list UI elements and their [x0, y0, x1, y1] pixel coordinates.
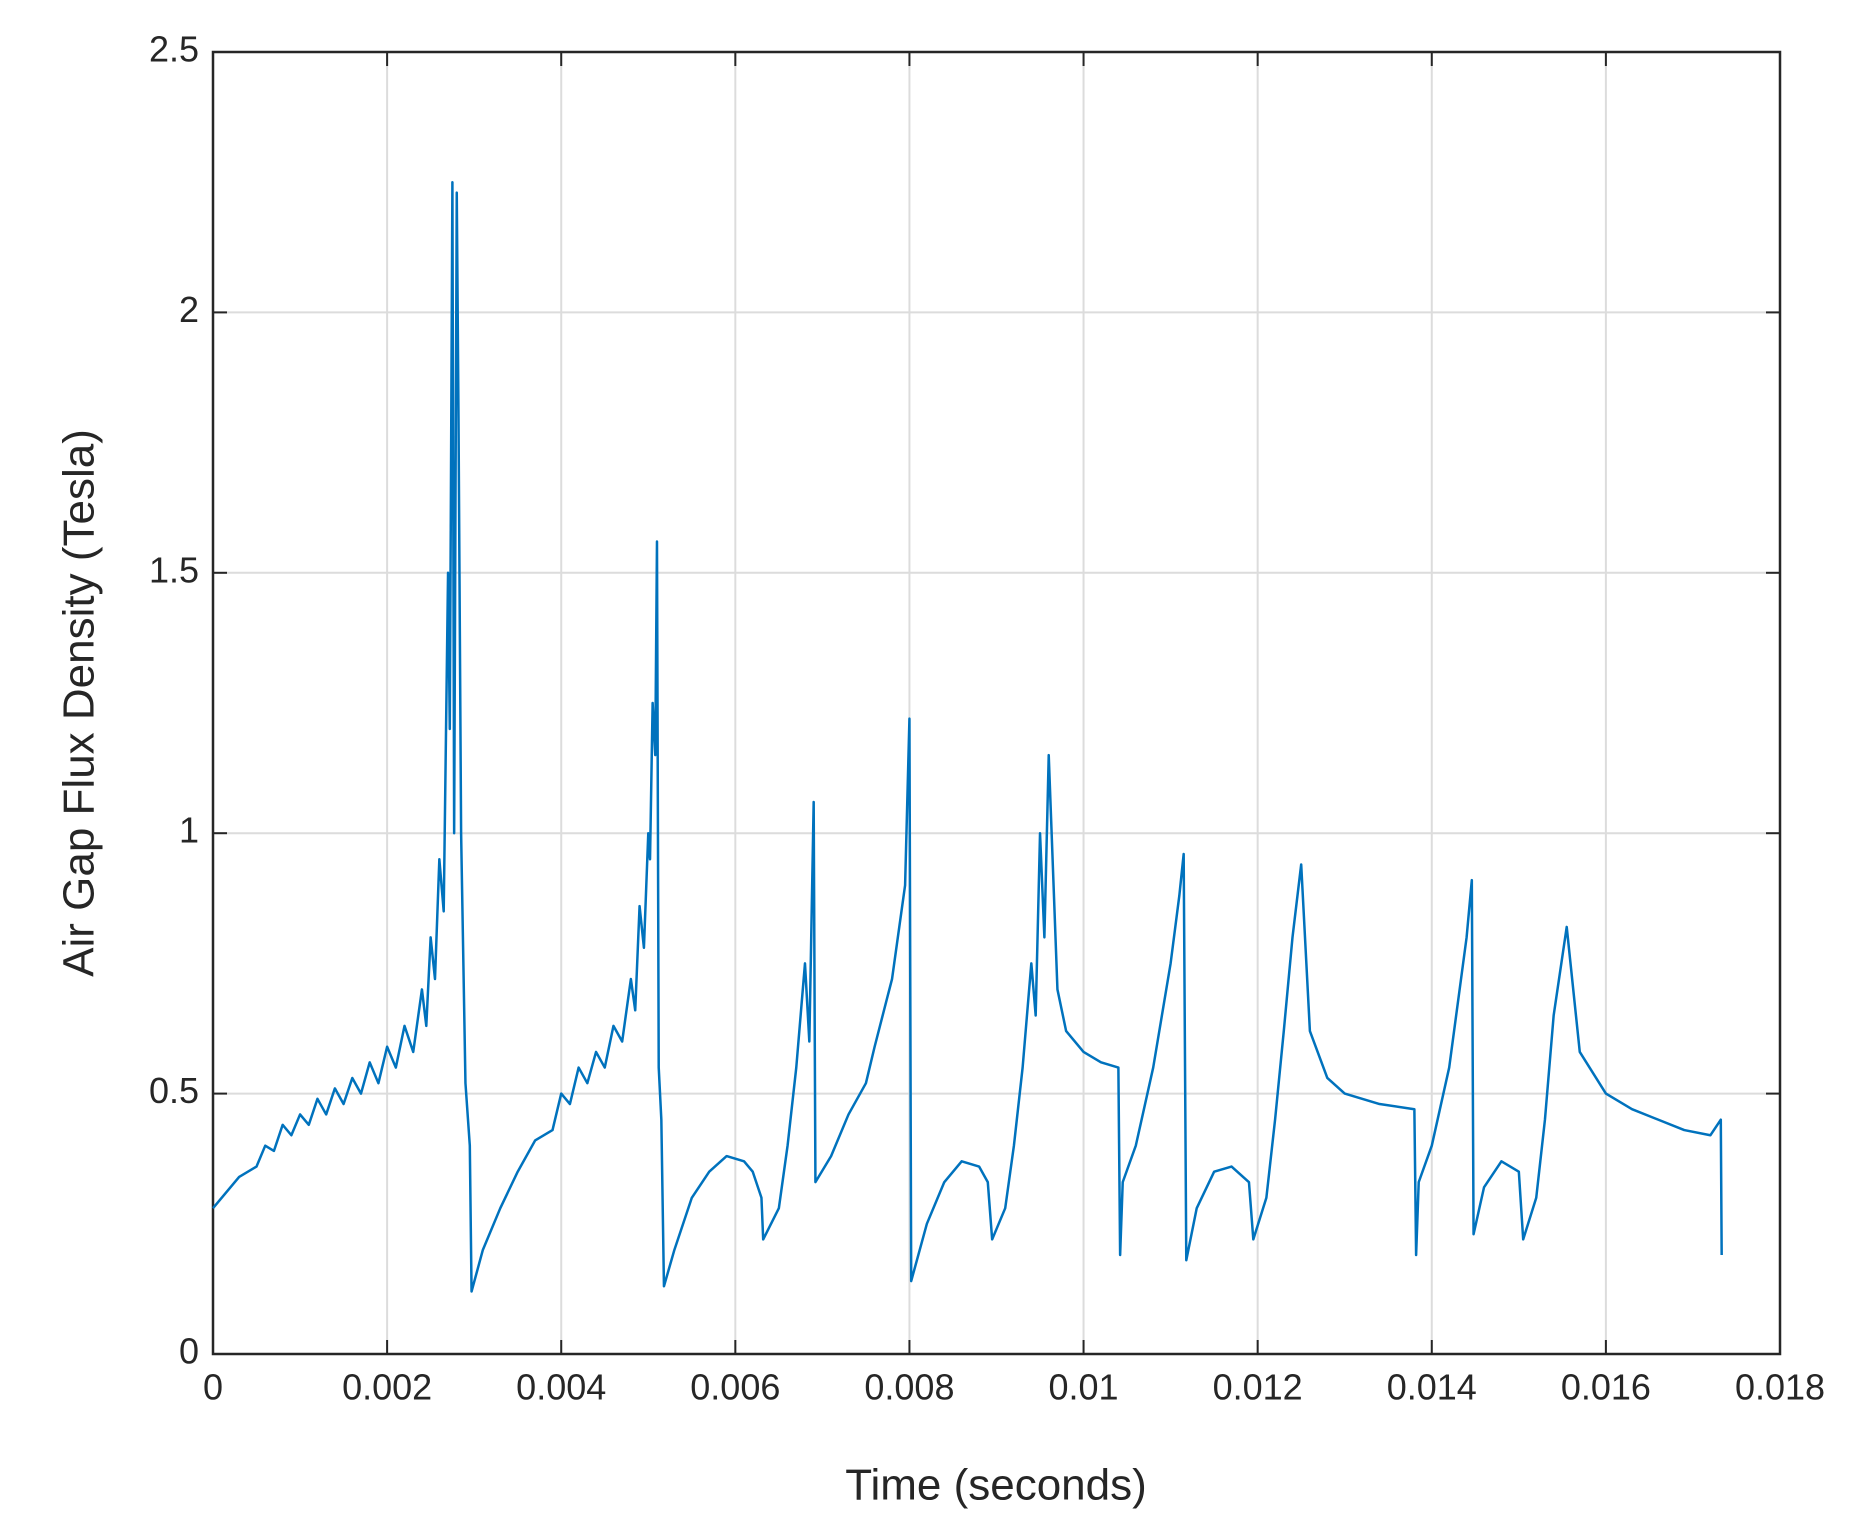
plot-frame [211, 50, 1782, 1356]
data-line [212, 180, 1723, 1293]
x-tick-label: 0.014 [1387, 1367, 1477, 1408]
y-tick-label: 1.5 [149, 549, 199, 590]
y-axis-label: Air Gap Flux Density (Tesla) [55, 429, 104, 977]
x-axis-label: Time (seconds) [845, 1461, 1147, 1510]
y-tick-label: 2 [179, 289, 199, 330]
x-tick-label: 0 [203, 1367, 223, 1408]
y-tick-label: 0.5 [149, 1070, 199, 1111]
y-tick-label: 2.5 [149, 29, 199, 70]
y-tick-label: 0 [179, 1331, 199, 1372]
x-tick-label: 0.008 [864, 1367, 954, 1408]
x-tick-label: 0.012 [1213, 1367, 1303, 1408]
x-tick-label: 0.018 [1735, 1367, 1825, 1408]
x-tick-label: 0.002 [342, 1367, 432, 1408]
y-tick-label: 1 [179, 810, 199, 851]
x-tick-label: 0.01 [1049, 1367, 1119, 1408]
x-tick-label: 0.004 [516, 1367, 606, 1408]
x-tick-label: 0.016 [1561, 1367, 1651, 1408]
x-tick-label: 0.006 [690, 1367, 780, 1408]
